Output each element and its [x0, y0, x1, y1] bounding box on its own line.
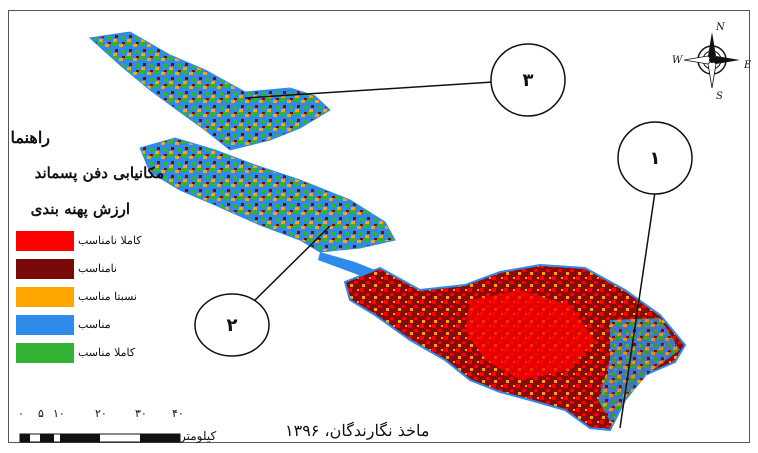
compass-w: W	[672, 55, 683, 66]
legend-swatch	[16, 287, 74, 307]
legend-subtitle: مکانیابی دفن پسماند	[34, 164, 164, 182]
compass-e: E	[743, 60, 752, 71]
legend-item: نسبتا مناسب	[16, 287, 216, 309]
source-note: ماخذ نگارندگان، ۱۳۹۶	[285, 421, 430, 440]
legend-subtitle-2: ارزش پهنه بندی	[30, 200, 130, 218]
connector-area	[318, 252, 380, 280]
region-1-core	[465, 290, 595, 380]
compass-n: N	[715, 22, 726, 33]
legend-swatch	[16, 315, 74, 335]
legend-item: کاملا نامناسب	[16, 231, 216, 253]
scale-tick: ۴۰	[172, 407, 184, 420]
legend-label: کاملا نامناسب	[78, 234, 142, 247]
compass-rose-icon: N S E W	[672, 22, 752, 102]
region-1-edge	[598, 318, 680, 425]
callout-3-number: ۳	[523, 70, 534, 91]
scale-tick: ۲۰	[95, 407, 107, 420]
legend-label: نسبتا مناسب	[78, 290, 137, 303]
scale-tick: ۵	[38, 407, 44, 420]
legend-label: کاملا مناسب	[78, 346, 136, 359]
legend-label: نامناسب	[78, 262, 117, 275]
region-2-area	[139, 137, 396, 253]
map-frame	[8, 10, 750, 443]
callout-2-number: ۲	[227, 315, 238, 336]
legend-swatch	[16, 343, 74, 363]
legend-item: کاملا مناسب	[16, 343, 216, 365]
compass-s: S	[716, 91, 723, 102]
scale-tick: ۰	[18, 407, 24, 420]
legend-label: مناسب	[78, 318, 111, 331]
scale-tick: ۳۰	[135, 407, 147, 420]
scale-unit: کیلومتر	[180, 429, 217, 443]
legend-item: نامناسب	[16, 259, 216, 281]
legend-swatch	[16, 259, 74, 279]
scale-tick: ۱۰	[53, 407, 65, 420]
callout-1-number: ۱	[650, 148, 661, 169]
region-3-area	[88, 31, 331, 151]
legend-swatch	[16, 231, 74, 251]
legend-item: مناسب	[16, 315, 216, 337]
legend-title: راهنما	[10, 128, 50, 147]
scale-bar	[19, 433, 181, 443]
